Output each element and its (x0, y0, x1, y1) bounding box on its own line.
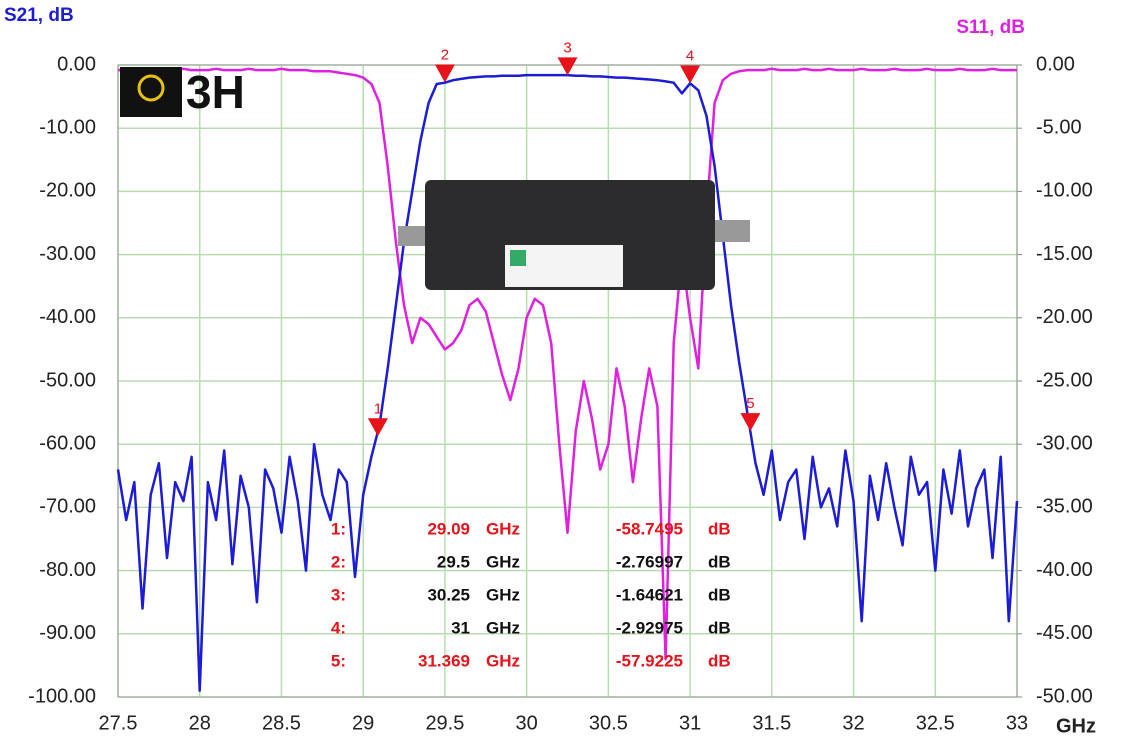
marker-value-unit: dB (708, 552, 731, 571)
marker-value: -58.7495 (616, 519, 683, 538)
marker-value: -1.64621 (616, 585, 683, 604)
marker-row-label: 2: (331, 552, 346, 571)
connector (705, 220, 750, 242)
marker-freq: 31 (451, 618, 470, 637)
y-tick-label: -60.00 (39, 432, 96, 454)
marker-value-unit: dB (708, 585, 731, 604)
y2-tick-label: -40.00 (1036, 559, 1093, 581)
device-photo (398, 180, 750, 290)
y2-tick-label: -45.00 (1036, 622, 1093, 644)
marker-label: 5 (746, 395, 754, 412)
marker-value: -2.76997 (616, 552, 683, 571)
y2-tick-label: -5.00 (1036, 116, 1082, 138)
x-tick-label: 29.5 (425, 712, 464, 734)
y-tick-label: -70.00 (39, 496, 96, 518)
y-axis-title: S21, dB (4, 5, 74, 26)
y-tick-label: -50.00 (39, 369, 96, 391)
marker-row-label: 5: (331, 651, 346, 670)
marker-value: -57.9225 (616, 651, 683, 670)
x-tick-label: 32 (842, 712, 864, 734)
y2-axis-title: S11, dB (956, 17, 1025, 38)
y2-tick-label: -50.00 (1036, 685, 1093, 707)
marker-value-unit: dB (708, 651, 731, 670)
y2-tick-label: -30.00 (1036, 432, 1093, 454)
y-tick-label: -10.00 (39, 116, 96, 138)
marker-label: 4 (686, 47, 694, 64)
marker-value: -2.92975 (616, 618, 683, 637)
marker-label: 1 (374, 400, 382, 417)
marker-freq-unit: GHz (486, 585, 520, 604)
marker-freq-unit: GHz (486, 552, 520, 571)
x-tick-label: 29 (352, 712, 374, 734)
y2-tick-label: 0.00 (1036, 53, 1075, 75)
y2-tick-label: -25.00 (1036, 369, 1093, 391)
device-logo (510, 250, 526, 266)
y-tick-label: -40.00 (39, 306, 96, 328)
y-tick-label: -20.00 (39, 180, 96, 202)
x-tick-label: 30 (516, 712, 538, 734)
marker-label: 3 (563, 39, 571, 56)
x-tick-label: 28 (189, 712, 211, 734)
y2-tick-label: -20.00 (1036, 306, 1093, 328)
y-tick-label: -80.00 (39, 559, 96, 581)
x-tick-label: 28.5 (262, 712, 301, 734)
marker-value-unit: dB (708, 519, 731, 538)
x-tick-label: 33 (1006, 712, 1028, 734)
series-line (118, 67, 1017, 661)
marker (557, 57, 578, 76)
x-axis-title: GHz (1056, 715, 1096, 737)
x-tick-label: 30.5 (589, 712, 628, 734)
marker (434, 64, 455, 83)
logo-icon (137, 74, 165, 102)
marker-freq: 31.369 (418, 651, 470, 670)
marker-freq-unit: GHz (486, 651, 520, 670)
marker-label: 2 (441, 46, 449, 63)
marker-freq: 30.25 (427, 585, 470, 604)
y2-tick-label: -10.00 (1036, 180, 1093, 202)
y2-tick-label: -35.00 (1036, 496, 1093, 518)
marker (367, 418, 388, 437)
marker-row-label: 4: (331, 618, 346, 637)
y-tick-label: -30.00 (39, 243, 96, 265)
marker-row-label: 3: (331, 585, 346, 604)
logo: 3H (120, 66, 245, 118)
x-tick-label: 31 (679, 712, 701, 734)
marker-value-unit: dB (708, 618, 731, 637)
marker-freq-unit: GHz (486, 618, 520, 637)
x-tick-label: 27.5 (99, 712, 138, 734)
x-tick-label: 32.5 (916, 712, 955, 734)
y-tick-label: -100.00 (28, 685, 96, 707)
marker-freq-unit: GHz (486, 519, 520, 538)
marker-row-label: 1: (331, 519, 346, 538)
x-tick-label: 31.5 (752, 712, 791, 734)
marker (680, 65, 701, 84)
y2-tick-label: -15.00 (1036, 243, 1093, 265)
logo-text: 3H (186, 66, 245, 118)
marker-freq: 29.5 (437, 552, 470, 571)
device-body (425, 180, 715, 290)
y-tick-label: 0.00 (57, 53, 96, 75)
marker (740, 413, 761, 432)
y-tick-label: -90.00 (39, 622, 96, 644)
marker-freq: 29.09 (427, 519, 470, 538)
